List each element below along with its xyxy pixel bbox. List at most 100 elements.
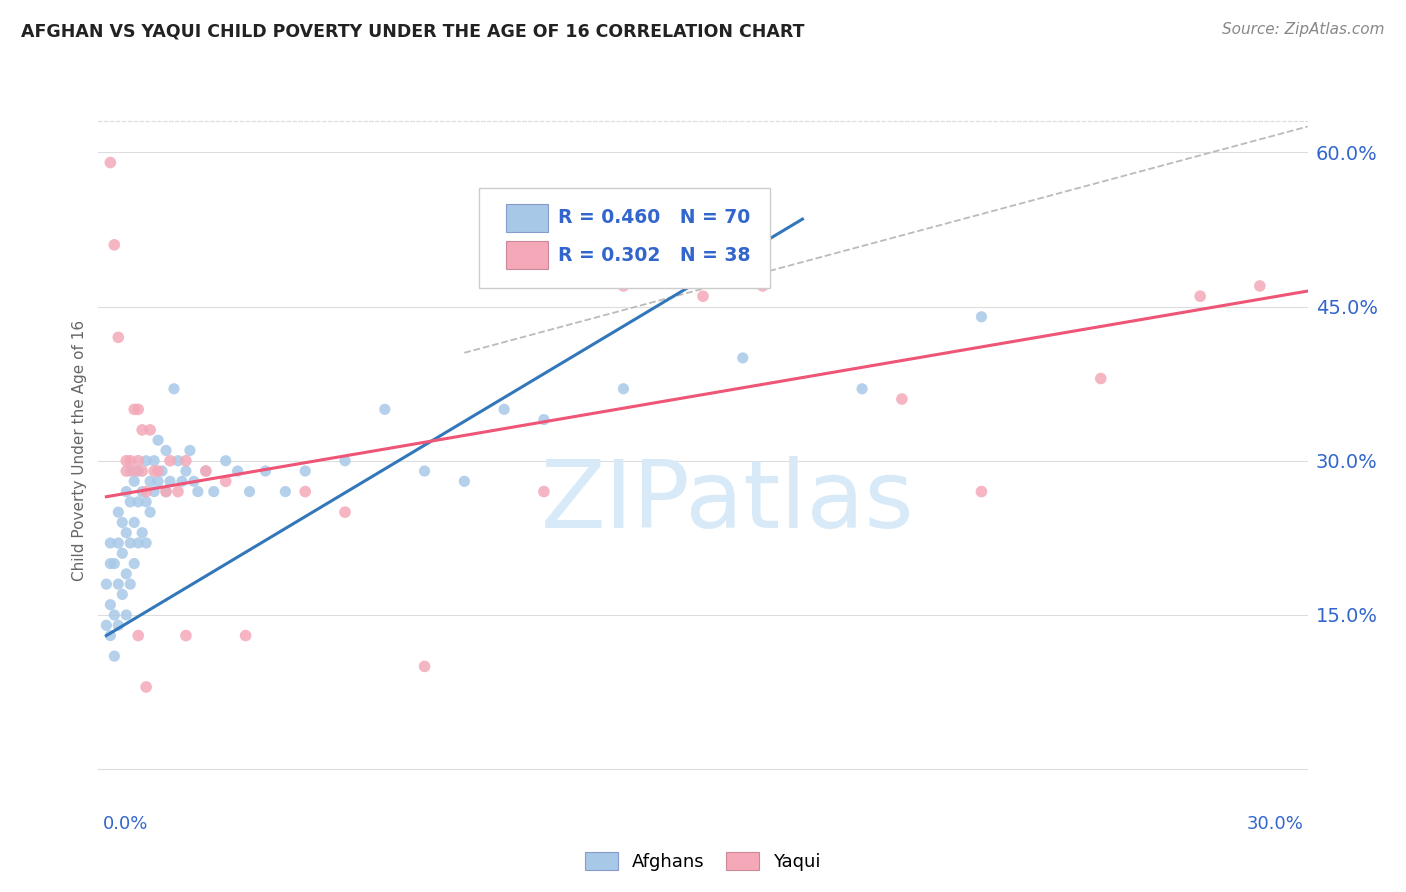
Point: [970, 310, 993, 324]
Text: ZIPatlas: ZIPatlas: [540, 457, 914, 549]
Point: [155, 443, 177, 458]
Point: [374, 402, 396, 417]
Point: [127, 629, 149, 643]
Point: [533, 412, 555, 426]
Point: [115, 607, 138, 622]
Point: [115, 484, 138, 499]
Point: [122, 402, 145, 417]
Point: [294, 484, 316, 499]
Point: [139, 505, 162, 519]
Point: [107, 618, 129, 632]
Point: [96, 618, 118, 632]
Point: [187, 484, 209, 499]
Point: [239, 484, 262, 499]
Point: [122, 464, 145, 478]
Point: [254, 464, 277, 478]
Point: [751, 279, 773, 293]
Point: [103, 557, 125, 571]
Point: [127, 495, 149, 509]
Point: [294, 464, 316, 478]
Point: [98, 557, 121, 571]
Point: [215, 475, 238, 489]
Text: AFGHAN VS YAQUI CHILD POVERTY UNDER THE AGE OF 16 CORRELATION CHART: AFGHAN VS YAQUI CHILD POVERTY UNDER THE …: [21, 22, 804, 40]
Point: [127, 402, 149, 417]
Point: [120, 577, 142, 591]
Point: [131, 423, 153, 437]
Point: [143, 484, 166, 499]
Point: [143, 464, 166, 478]
Point: [890, 392, 912, 406]
Point: [135, 536, 157, 550]
Text: R = 0.460   N = 70: R = 0.460 N = 70: [558, 209, 751, 227]
Point: [159, 454, 181, 468]
Point: [139, 423, 162, 437]
Point: [533, 484, 555, 499]
Point: [115, 454, 138, 468]
Point: [163, 382, 186, 396]
Point: [202, 484, 225, 499]
Point: [127, 454, 149, 468]
Point: [174, 629, 197, 643]
Point: [98, 155, 121, 169]
Point: [98, 598, 121, 612]
Point: [413, 659, 436, 673]
Point: [103, 649, 125, 664]
Point: [122, 557, 145, 571]
Point: [120, 536, 142, 550]
Point: [970, 484, 993, 499]
Text: 0.0%: 0.0%: [103, 815, 148, 833]
Point: [98, 536, 121, 550]
Point: [167, 454, 190, 468]
Point: [131, 525, 153, 540]
Point: [107, 536, 129, 550]
Point: [111, 546, 134, 560]
FancyBboxPatch shape: [479, 187, 769, 287]
Point: [194, 464, 217, 478]
Point: [333, 454, 356, 468]
Point: [143, 454, 166, 468]
FancyBboxPatch shape: [506, 241, 548, 269]
Point: [135, 495, 157, 509]
Point: [155, 484, 177, 499]
Point: [103, 237, 125, 252]
Point: [1249, 279, 1271, 293]
Point: [612, 382, 634, 396]
Point: [174, 464, 197, 478]
Point: [122, 516, 145, 530]
Point: [120, 495, 142, 509]
Point: [1189, 289, 1212, 303]
Point: [612, 279, 634, 293]
Point: [107, 505, 129, 519]
Text: R = 0.302   N = 38: R = 0.302 N = 38: [558, 245, 751, 265]
Point: [122, 475, 145, 489]
Y-axis label: Child Poverty Under the Age of 16: Child Poverty Under the Age of 16: [72, 320, 87, 581]
FancyBboxPatch shape: [506, 204, 548, 232]
Point: [127, 464, 149, 478]
Point: [135, 680, 157, 694]
Point: [494, 402, 516, 417]
Point: [131, 464, 153, 478]
Text: Source: ZipAtlas.com: Source: ZipAtlas.com: [1222, 22, 1385, 37]
Point: [115, 566, 138, 581]
Legend: Afghans, Yaqui: Afghans, Yaqui: [578, 845, 828, 879]
Point: [167, 484, 190, 499]
Point: [107, 577, 129, 591]
Point: [692, 289, 714, 303]
Point: [274, 484, 297, 499]
Point: [150, 464, 173, 478]
Point: [107, 330, 129, 344]
Point: [155, 484, 177, 499]
Point: [135, 484, 157, 499]
Point: [146, 464, 169, 478]
Point: [215, 454, 238, 468]
Point: [159, 475, 181, 489]
Point: [226, 464, 249, 478]
Point: [146, 433, 169, 447]
Point: [98, 629, 121, 643]
Point: [413, 464, 436, 478]
Point: [170, 475, 193, 489]
Point: [120, 464, 142, 478]
Point: [194, 464, 217, 478]
Point: [1090, 371, 1112, 385]
Point: [333, 505, 356, 519]
